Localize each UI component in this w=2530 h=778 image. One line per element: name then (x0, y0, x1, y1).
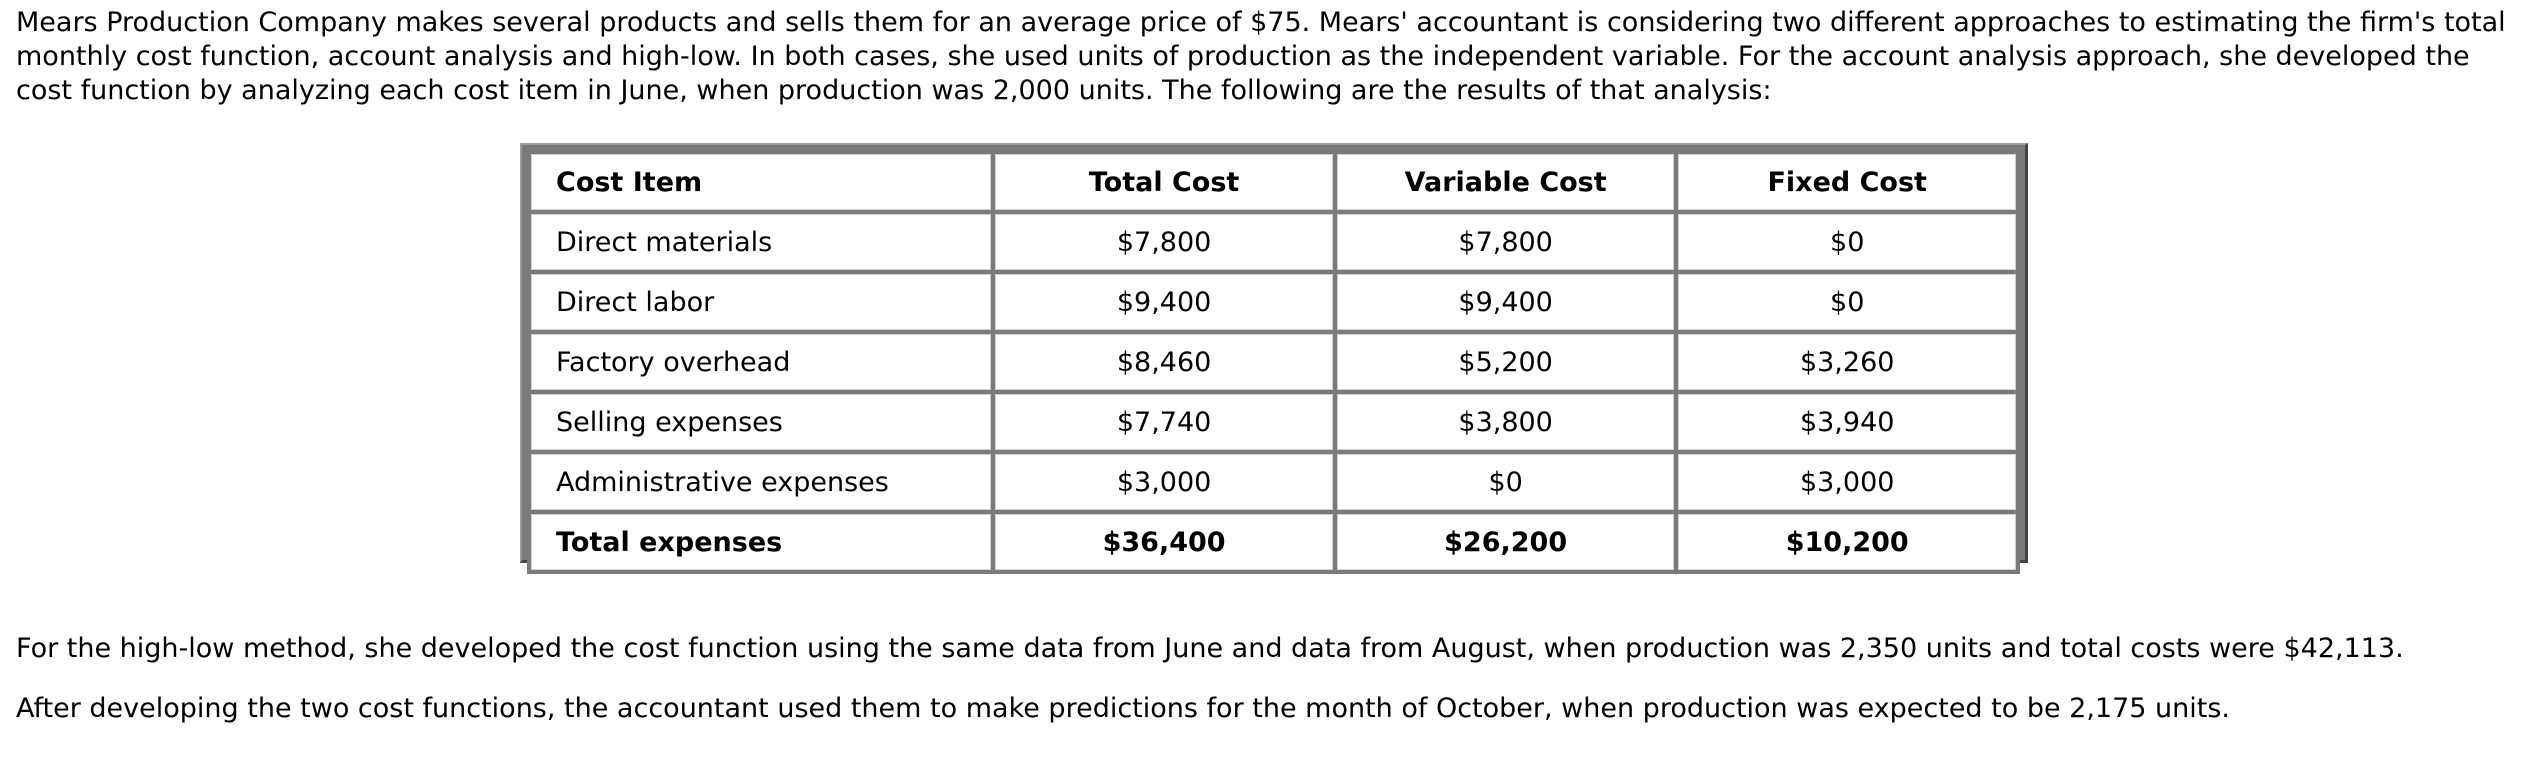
fixed-cost-cell: $0 (1678, 274, 2016, 330)
fixed-cost-cell: $3,940 (1678, 394, 2016, 450)
cost-analysis-table: Cost Item Total Cost Variable Cost Fixed… (527, 150, 2020, 574)
total-cost-cell: $3,000 (995, 454, 1333, 510)
fixed-cost-cell: $0 (1678, 214, 2016, 270)
total-total-cost-cell: $36,400 (995, 514, 1333, 570)
variable-cost-cell: $5,200 (1336, 334, 1675, 390)
total-cost-cell: $7,740 (995, 394, 1333, 450)
variable-cost-cell: $3,800 (1336, 394, 1675, 450)
high-low-paragraph: For the high-low method, she developed t… (16, 633, 2404, 664)
total-cost-cell: $9,400 (995, 274, 1333, 330)
cost-item-cell: Direct labor (531, 274, 992, 330)
cost-item-cell: Factory overhead (531, 334, 992, 390)
header-fixed-cost: Fixed Cost (1678, 154, 2016, 210)
prediction-paragraph: After developing the two cost functions,… (16, 693, 2231, 724)
header-cost-item: Cost Item (531, 154, 992, 210)
table-row: Factory overhead $8,460 $5,200 $3,260 (531, 334, 2016, 390)
total-fixed-cost-cell: $10,200 (1678, 514, 2016, 570)
fixed-cost-cell: $3,000 (1678, 454, 2016, 510)
cost-analysis-table-frame: Cost Item Total Cost Variable Cost Fixed… (520, 143, 2028, 574)
header-variable-cost: Variable Cost (1336, 154, 1675, 210)
variable-cost-cell: $7,800 (1336, 214, 1675, 270)
cost-item-cell: Direct materials (531, 214, 992, 270)
table-row: Direct materials $7,800 $7,800 $0 (531, 214, 2016, 270)
total-cost-cell: $7,800 (995, 214, 1333, 270)
cost-item-cell: Administrative expenses (531, 454, 992, 510)
table-total-row: Total expenses $36,400 $26,200 $10,200 (531, 514, 2016, 570)
total-label-cell: Total expenses (531, 514, 992, 570)
variable-cost-cell: $0 (1336, 454, 1675, 510)
table-row: Direct labor $9,400 $9,400 $0 (531, 274, 2016, 330)
total-variable-cost-cell: $26,200 (1336, 514, 1675, 570)
table-header-row: Cost Item Total Cost Variable Cost Fixed… (531, 154, 2016, 210)
table-row: Selling expenses $7,740 $3,800 $3,940 (531, 394, 2016, 450)
table-row: Administrative expenses $3,000 $0 $3,000 (531, 454, 2016, 510)
header-total-cost: Total Cost (995, 154, 1333, 210)
total-cost-cell: $8,460 (995, 334, 1333, 390)
variable-cost-cell: $9,400 (1336, 274, 1675, 330)
intro-paragraph: Mears Production Company makes several p… (16, 7, 2506, 106)
fixed-cost-cell: $3,260 (1678, 334, 2016, 390)
cost-item-cell: Selling expenses (531, 394, 992, 450)
